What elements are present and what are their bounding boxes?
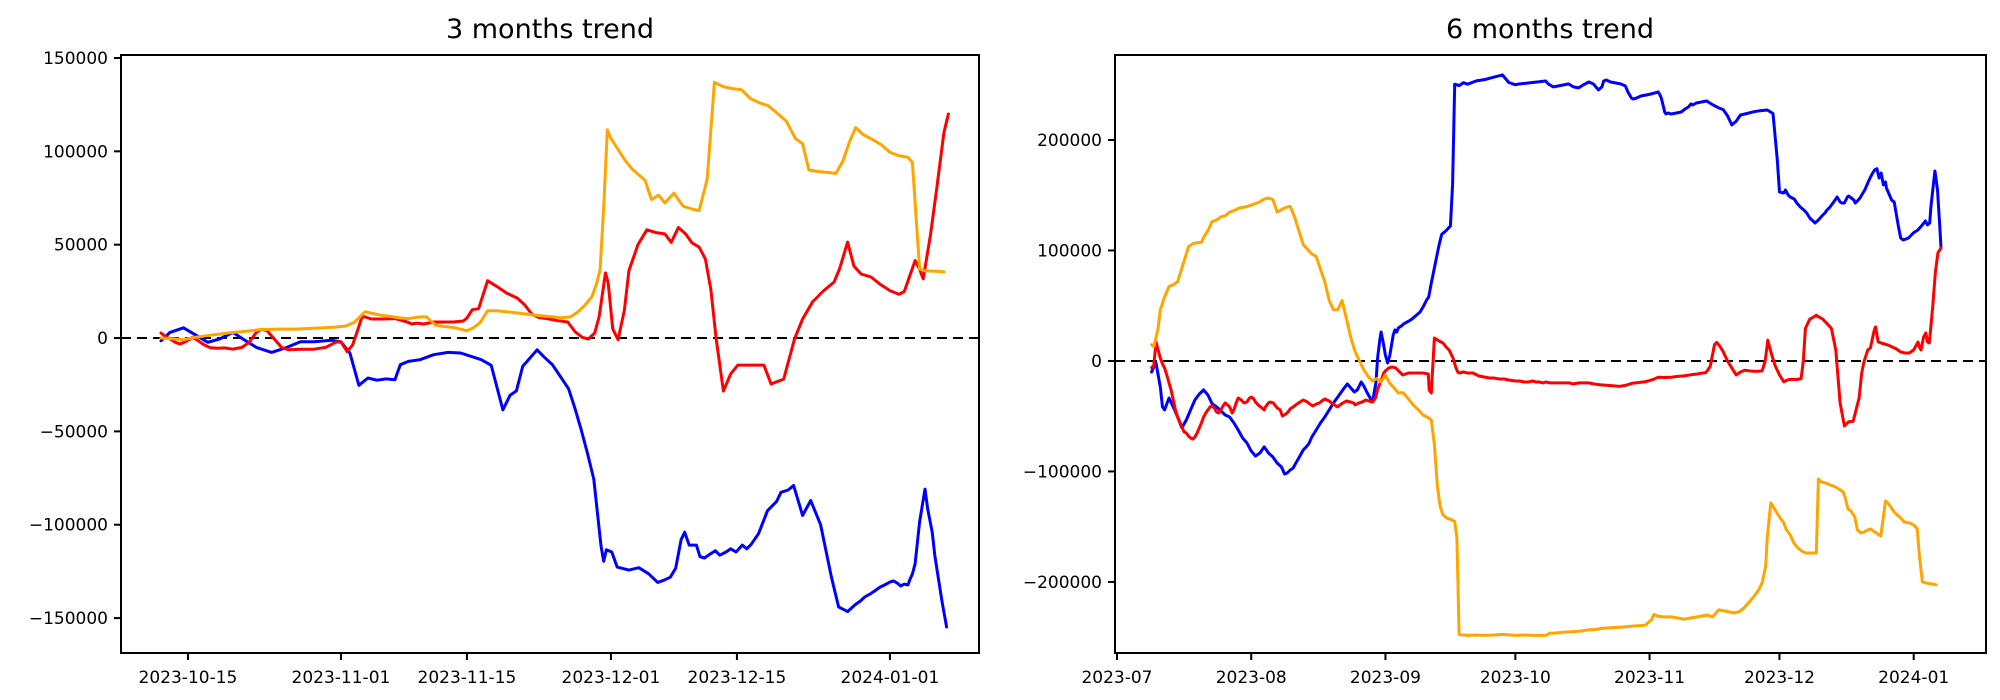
- x-tick-label: 2023-12-01: [562, 668, 661, 688]
- x-tick-label: 2023-09: [1350, 668, 1421, 688]
- x-tick-label: 2023-11: [1614, 668, 1685, 688]
- x-tick-label: 2023-12: [1744, 668, 1815, 688]
- y-tick-label: −100000: [29, 516, 108, 536]
- series-red-line: [159, 112, 950, 393]
- x-tick-label: 2023-11-15: [418, 668, 517, 688]
- y-tick-label: 0: [97, 329, 108, 349]
- series-red-line: [1150, 246, 1943, 441]
- x-tick-label: 2023-10: [1480, 668, 1551, 688]
- x-tick-label: 2023-10-15: [139, 668, 238, 688]
- y-tick-label: 100000: [1037, 241, 1102, 261]
- y-tick-label: 0: [1091, 352, 1102, 372]
- chart-3-months-trend: 3 months trend 150000 100000 50000 0 −50000 −…: [29, 14, 980, 688]
- x-tick-label: 2023-07: [1081, 668, 1152, 688]
- series-blue-line: [1150, 73, 1943, 476]
- x-tick-label: 2024-01: [1878, 668, 1949, 688]
- axes-frame: [120, 54, 980, 654]
- y-tick-label: −100000: [1023, 462, 1102, 482]
- x-tick-label: 2023-12-15: [688, 668, 787, 688]
- y-tick-label: 50000: [54, 236, 108, 256]
- series-orange-line: [159, 80, 946, 342]
- y-tick-label: −50000: [40, 422, 108, 442]
- y-tick-label: −200000: [1023, 573, 1102, 593]
- axes-frame: [1114, 54, 1987, 654]
- y-tick-label: −150000: [29, 609, 108, 629]
- x-tick-label: 2023-08: [1216, 668, 1287, 688]
- y-tick-label: 200000: [1037, 131, 1102, 151]
- chart-title-right: 6 months trend: [1446, 14, 1654, 45]
- series-orange-line: [1150, 196, 1938, 637]
- y-tick-label: 150000: [43, 49, 108, 69]
- x-tick-label: 2024-01-01: [841, 668, 940, 688]
- x-tick-label: 2023-11-01: [292, 668, 391, 688]
- series-blue-line: [159, 326, 949, 629]
- chart-title-left: 3 months trend: [446, 14, 654, 45]
- chart-6-months-trend: 6 months trend 200000 100000 0 −100000 −2000…: [1023, 14, 1987, 688]
- y-tick-label: 100000: [43, 142, 108, 162]
